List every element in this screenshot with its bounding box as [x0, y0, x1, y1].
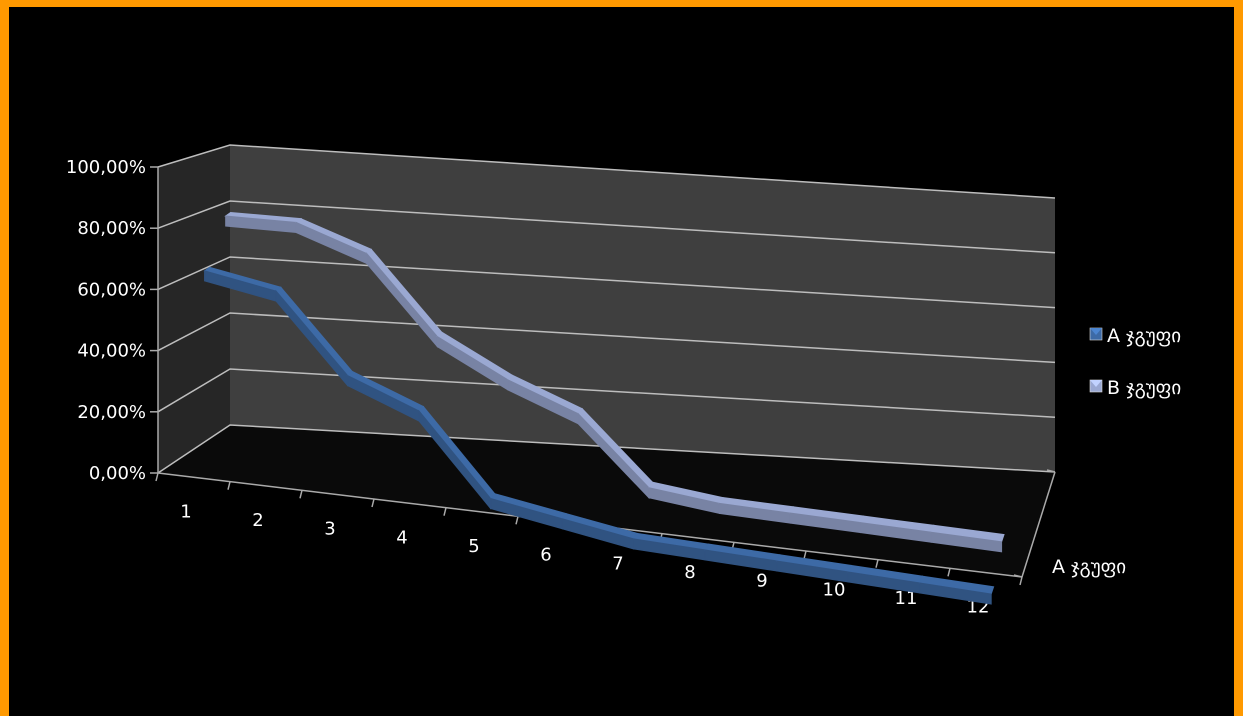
x-tick-label: 3 [324, 519, 335, 540]
series-segment-face [930, 531, 1003, 553]
x-tick-mark [947, 568, 951, 577]
x-tick-label: 8 [684, 562, 695, 583]
depth-tick-mark [1046, 469, 1056, 473]
x-tick-mark [155, 472, 159, 482]
y-tick-label: 20,00% [77, 402, 146, 423]
gridline [157, 368, 1056, 418]
side-wall-panel [158, 145, 230, 473]
series-b [224, 211, 1005, 553]
gridlines [150, 144, 1056, 474]
x-tick-label: 5 [468, 536, 479, 557]
depth-axis-label: A ჯგუფი [1052, 556, 1126, 578]
gridline [157, 200, 1056, 254]
x-tick-mark [803, 550, 807, 560]
depth-tick-mark [1013, 574, 1023, 578]
depth-axis: A ჯგუფი [1052, 556, 1126, 578]
gridline [157, 312, 1056, 364]
back-wall-panel [230, 145, 1055, 472]
back-wall [158, 145, 1055, 577]
gridline [157, 256, 1056, 309]
x-axis-tick-labels: 1 2 3 4 5 6 7 8 9 10 11 12 [180, 501, 989, 617]
y-tick-label: 100,00% [66, 157, 146, 178]
y-tick-label: 0,00% [89, 463, 146, 484]
y-tick-label: 80,00% [77, 218, 146, 239]
floor-panel [158, 425, 1055, 577]
x-tick-label: 10 [823, 579, 846, 600]
x-tick-mark [443, 507, 447, 516]
y-axis-tick-labels: 0,00% 20,00% 40,00% 60,00% 80,00% 100,00% [66, 157, 146, 484]
y-tick-label: 40,00% [77, 341, 146, 362]
series-segment-face [919, 582, 992, 605]
x-tick-mark [371, 498, 375, 508]
x-tick-label: 2 [252, 510, 263, 531]
x-tick-label: 9 [756, 571, 767, 592]
y-tick-label: 60,00% [77, 279, 146, 300]
x-tick-mark [875, 559, 879, 568]
x-tick-label: 1 [180, 501, 191, 522]
x-tick-label: 6 [540, 545, 551, 566]
legend-label: A ჯგუფი [1107, 325, 1181, 347]
chart-area: 0,00% 20,00% 40,00% 60,00% 80,00% 100,00% 1 2 3… [9, 7, 1234, 716]
gridline [157, 144, 1056, 199]
x-tick-label: 7 [612, 553, 623, 574]
x-tick-mark [1019, 576, 1023, 586]
legend-swatch-shine [1090, 328, 1102, 335]
x-tick-label: 11 [895, 588, 918, 609]
x-tick-mark [227, 481, 231, 490]
legend-swatch-shine [1090, 380, 1102, 387]
x-tick-label: 4 [396, 527, 407, 548]
legend: A ჯგუფი B ჯგუფი [1089, 325, 1181, 399]
gridline [157, 424, 1056, 474]
legend-label: B ჯგუფი [1107, 377, 1181, 399]
x-tick-mark [515, 516, 519, 525]
series-layer [203, 211, 1005, 605]
depth-axis-line [1021, 471, 1056, 578]
line-chart-3d: 0,00% 20,00% 40,00% 60,00% 80,00% 100,00% 1 2 3… [66, 144, 1181, 618]
x-tick-mark [299, 490, 303, 499]
series-a [203, 266, 995, 605]
